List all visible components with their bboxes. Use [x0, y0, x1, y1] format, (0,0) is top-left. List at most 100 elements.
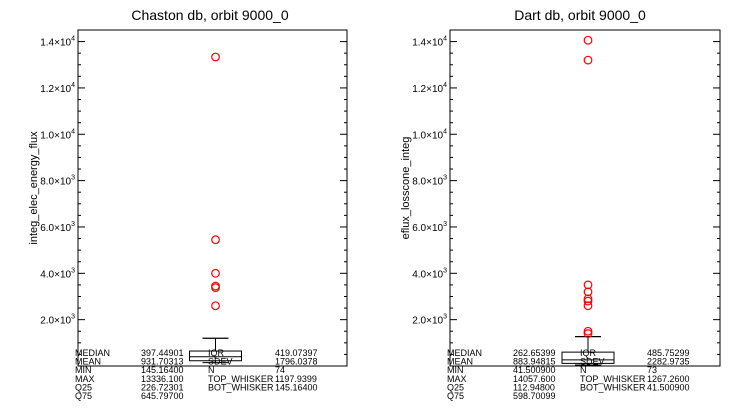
y-tick-label: 2.0×103: [40, 314, 75, 327]
stat-cell: 145.16400: [141, 365, 184, 375]
y-tick-mantissa: 1.0×10: [412, 130, 443, 141]
stat-cell: MIN: [447, 365, 464, 375]
stat-cell: 485.75299: [647, 348, 690, 358]
y-axis-label: integ_elec_energy_flux: [28, 131, 40, 245]
y-tick-mantissa: 2.0×10: [412, 316, 443, 327]
y-axis-label: eflux_losscone_integ: [400, 137, 412, 240]
stat-cell: 1796.0378: [275, 357, 318, 367]
y-tick-exponent: 4: [71, 82, 75, 89]
stat-cell: 145.16400: [275, 382, 318, 392]
outlier-point: [583, 296, 593, 306]
stat-cell: N: [208, 365, 215, 375]
y-tick-mantissa: 4.0×10: [412, 269, 443, 280]
y-tick-label: 1.2×104: [412, 82, 447, 95]
stat-cell: MEAN: [75, 357, 101, 367]
stat-cell: MEDIAN: [75, 348, 110, 358]
y-tick-label: 8.0×103: [40, 175, 75, 188]
stat-cell: MEAN: [447, 357, 473, 367]
y-tick-exponent: 3: [443, 221, 447, 228]
outlier-point: [583, 287, 593, 297]
y-tick-label: 6.0×103: [412, 221, 447, 234]
y-tick-label: 6.0×103: [40, 221, 75, 234]
y-tick-label: 4.0×103: [412, 267, 447, 280]
plot-frame: [449, 29, 721, 367]
stat-cell: Q75: [75, 391, 92, 401]
stat-cell: BOT_WHISKER: [208, 382, 274, 392]
y-tick-label: 8.0×103: [412, 175, 447, 188]
stat-cell: 1197.9399: [275, 374, 317, 384]
y-tick-mantissa: 6.0×10: [40, 223, 71, 234]
stat-cell: 397.44901: [141, 348, 184, 358]
chart-panel-2: Dart db, orbit 9000_0 eflux_losscone_inte…: [400, 7, 721, 401]
y-tick-exponent: 3: [71, 267, 75, 274]
outlier-point: [211, 235, 220, 245]
stat-cell: 1267.2600: [647, 374, 690, 384]
stat-cell: Q75: [447, 391, 464, 401]
stat-cell: 645.79700: [141, 391, 184, 401]
y-tick-label: 1.0×104: [40, 128, 75, 141]
stat-cell: Q25: [75, 382, 92, 392]
y-tick-exponent: 3: [71, 314, 75, 321]
stat-cell: SDEV: [580, 357, 605, 367]
chart-title: Chaston db, orbit 9000_0: [131, 7, 288, 23]
outlier-point: [583, 35, 593, 45]
y-tick-label: 1.0×104: [412, 128, 447, 141]
stat-cell: 112.94800: [513, 382, 555, 392]
y-tick-mantissa: 6.0×10: [412, 223, 443, 234]
y-tick-exponent: 3: [71, 175, 75, 182]
stat-cell: N: [580, 365, 587, 375]
outlier-point: [211, 268, 220, 278]
y-tick-mantissa: 1.2×10: [412, 84, 443, 95]
stat-cell: MAX: [75, 374, 95, 384]
y-tick-exponent: 4: [443, 36, 447, 43]
y-tick-label: 4.0×103: [40, 267, 75, 280]
outlier-point: [211, 283, 220, 293]
y-tick-mantissa: 1.4×10: [40, 38, 71, 49]
stat-cell: 14057.600: [513, 374, 556, 384]
y-tick-exponent: 4: [71, 128, 75, 135]
outlier-point: [583, 294, 593, 304]
y-tick-exponent: 3: [443, 175, 447, 182]
y-tick-label: 1.4×104: [40, 36, 75, 49]
y-tick-label: 2.0×103: [412, 314, 447, 327]
stat-cell: MEDIAN: [447, 348, 482, 358]
stat-cell: 2282.9735: [647, 357, 690, 367]
chart-title: Dart db, orbit 9000_0: [514, 7, 646, 23]
y-tick-exponent: 4: [71, 36, 75, 43]
y-tick-exponent: 3: [443, 267, 447, 274]
y-tick-mantissa: 2.0×10: [40, 316, 71, 327]
stat-cell: Q25: [447, 382, 464, 392]
y-tick-mantissa: 1.2×10: [40, 84, 71, 95]
plot-frame: [77, 29, 348, 367]
stat-cell: BOT_WHISKER: [580, 382, 646, 392]
y-tick-label: 1.2×104: [40, 82, 75, 95]
y-tick-mantissa: 1.0×10: [40, 130, 71, 141]
stat-cell: IQR: [208, 348, 225, 358]
stat-cell: 598.70099: [513, 391, 556, 401]
outlier-point: [211, 301, 220, 311]
stat-cell: MAX: [447, 374, 467, 384]
stat-cell: IQR: [580, 348, 597, 358]
stat-cell: 883.94815: [513, 357, 556, 367]
stat-cell: 226.72301: [141, 382, 184, 392]
outlier-point: [583, 301, 593, 311]
y-tick-label: 1.4×104: [412, 36, 447, 49]
stat-cell: 931.70313: [141, 357, 184, 367]
y-tick-exponent: 3: [443, 314, 447, 321]
stat-cell: 73: [647, 365, 657, 375]
outlier-point: [583, 329, 593, 338]
stat-cell: 41.500900: [647, 382, 690, 392]
stat-cell: 13336.100: [141, 374, 184, 384]
stat-cell: TOP_WHISKER: [580, 374, 646, 384]
stat-cell: 74: [275, 365, 285, 375]
y-tick-exponent: 4: [443, 82, 447, 89]
outlier-point: [583, 280, 593, 290]
chart-panel-1: Chaston db, orbit 9000_0 integ_elec_energ…: [28, 7, 348, 401]
y-tick-exponent: 3: [71, 221, 75, 228]
y-tick-mantissa: 8.0×10: [412, 177, 443, 188]
outlier-point: [583, 326, 593, 336]
outlier-point: [583, 55, 593, 65]
stat-cell: 419.07397: [275, 348, 318, 358]
stat-cell: SDEV: [208, 357, 233, 367]
